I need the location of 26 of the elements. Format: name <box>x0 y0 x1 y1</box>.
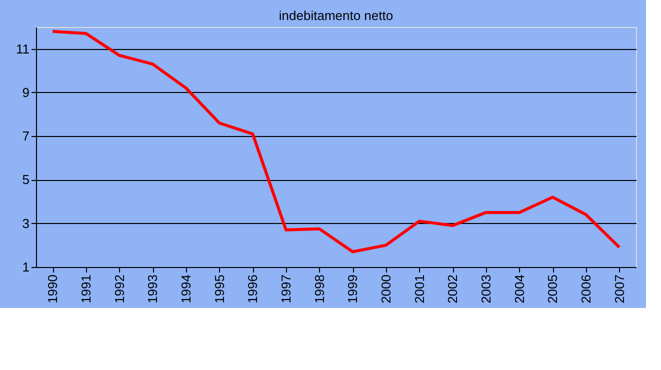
x-tick-label: 1995 <box>212 274 227 304</box>
y-tick-label: 7 <box>22 128 30 144</box>
line-series <box>51 30 621 254</box>
x-tick-label: 1996 <box>245 274 260 304</box>
x-tick-label: 2005 <box>545 274 560 304</box>
x-tick-label: 1992 <box>112 274 127 304</box>
y-tick-label: 5 <box>22 172 30 188</box>
x-tick-label: 1999 <box>345 274 360 304</box>
x-tick-label: 2002 <box>445 274 460 304</box>
x-tick-label: 2003 <box>478 274 494 304</box>
x-tick-label: 1994 <box>178 274 194 304</box>
x-tick-label: 2001 <box>412 274 427 304</box>
y-tick-label: 9 <box>22 84 30 100</box>
y-tick-label: 1 <box>22 260 30 274</box>
x-tick-label: 1990 <box>45 274 60 304</box>
x-tick-label: 1993 <box>145 274 160 304</box>
x-tick-label: 2006 <box>578 274 594 304</box>
x-tick-label: 1998 <box>312 274 327 304</box>
y-tick-label: 3 <box>22 216 30 231</box>
x-tick-label: 2000 <box>378 274 394 304</box>
x-tick-label: 1997 <box>278 274 294 304</box>
y-tick-label: 11 <box>16 41 30 56</box>
chart-title: indebitamento netto <box>278 8 394 23</box>
x-tick-label: 2007 <box>612 274 627 304</box>
x-tick-label: 2004 <box>512 274 527 304</box>
x-tick-label: 1991 <box>78 274 94 304</box>
